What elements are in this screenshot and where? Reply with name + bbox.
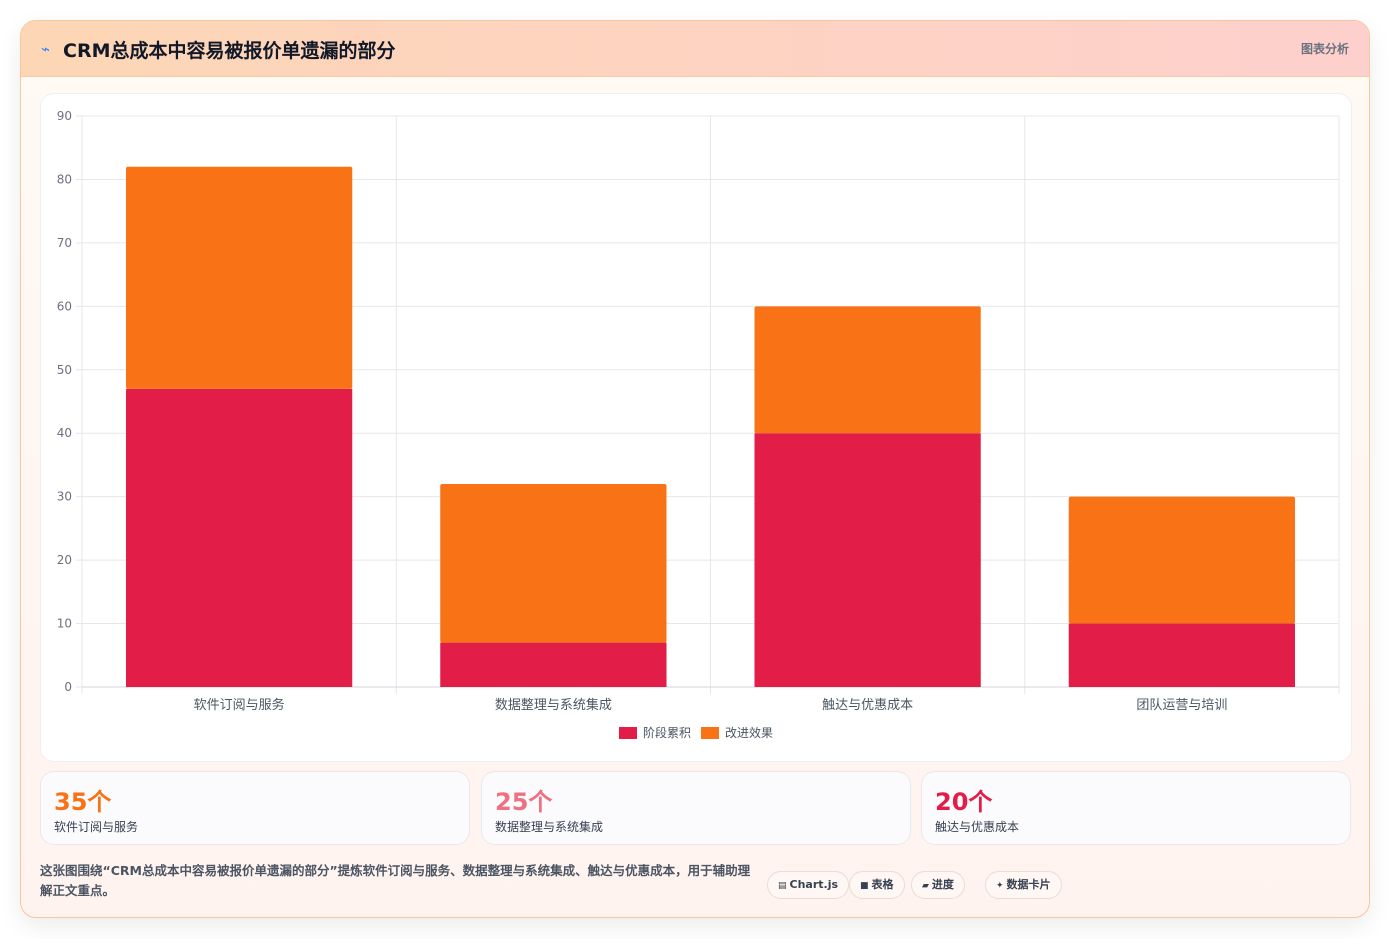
y-tick-label: 50 xyxy=(57,363,72,377)
stat-card: 20个 触达与优惠成本 xyxy=(921,771,1351,845)
chip-label: 表格 xyxy=(871,878,894,891)
x-tick-label: 团队运营与培训 xyxy=(1136,697,1227,713)
legend-swatch xyxy=(701,727,719,739)
chart-panel: 0 10 20 30 40 50 60 70 80 90 软件订阅与服务 数据整理与系统集成 触达与优惠… xyxy=(40,93,1352,762)
bar-segment xyxy=(1068,496,1296,624)
stat-label: 触达与优惠成本 xyxy=(935,820,1020,834)
chart-description: 这张图围绕“CRM总成本中容易被报价单遗漏的部分”提炼软件订阅与服务、数据整理与… xyxy=(40,863,751,898)
legend-label: 改进效果 xyxy=(725,725,773,740)
stat-value: 20个 xyxy=(935,788,993,816)
stat-value: 35个 xyxy=(54,788,112,816)
table-icon: ■ xyxy=(860,881,869,891)
stat-card: 35个 软件订阅与服务 xyxy=(40,771,470,845)
sparkle-icon: ✦ xyxy=(996,881,1004,891)
chip-label: 进度 xyxy=(931,878,954,891)
legend-label: 阶段累积 xyxy=(643,725,691,740)
chip-label: 数据卡片 xyxy=(1006,878,1051,891)
x-tick-label: 软件订阅与服务 xyxy=(194,697,285,713)
y-tick-label: 10 xyxy=(57,617,72,631)
y-tick-label: 40 xyxy=(57,426,72,440)
bar-segment xyxy=(1068,623,1296,687)
y-tick-label: 60 xyxy=(57,299,72,313)
stat-label: 数据整理与系统集成 xyxy=(495,820,604,834)
bar-segment xyxy=(440,483,667,643)
legend-swatch xyxy=(619,727,637,739)
stat-card: 25个 数据整理与系统集成 xyxy=(481,771,911,845)
chip-progress[interactable]: ▰ 进度 xyxy=(911,871,965,899)
y-tick-label: 20 xyxy=(57,553,72,567)
chip-data-card[interactable]: ✦ 数据卡片 xyxy=(985,871,1062,899)
y-tick-label: 90 xyxy=(57,109,72,123)
chip-label: Chart.js xyxy=(789,878,839,891)
bar-segment xyxy=(754,306,981,434)
chip-table[interactable]: ■ 表格 xyxy=(849,871,905,899)
chart-card: ⌁ CRM总成本中容易被报价单遗漏的部分 图表分析 0 10 20 30 40 50 60 7… xyxy=(20,20,1370,918)
stacked-bar-chart: 0 10 20 30 40 50 60 70 80 90 软件订阅与服务 数据整理与系统集成 触达与优惠… xyxy=(57,109,1340,740)
stat-value: 25个 xyxy=(495,788,553,816)
stat-cards: 35个 软件订阅与服务 25个 数据整理与系统集成 20个 触达与优惠成本 xyxy=(40,771,1351,845)
x-tick-label: 数据整理与系统集成 xyxy=(495,697,612,713)
y-tick-label: 30 xyxy=(57,490,72,504)
y-tick-label: 70 xyxy=(57,236,72,250)
card-header: ⌁ CRM总成本中容易被报价单遗漏的部分 图表分析 xyxy=(21,21,1369,77)
bar-segment xyxy=(754,433,981,687)
chart-title: CRM总成本中容易被报价单遗漏的部分 xyxy=(63,40,396,62)
bar-segment xyxy=(125,166,353,389)
x-tick-label: 触达与优惠成本 xyxy=(822,698,913,713)
bar-segment xyxy=(125,388,353,687)
chart-analysis-tag: 图表分析 xyxy=(1300,42,1349,56)
stat-label: 软件订阅与服务 xyxy=(54,820,139,834)
progress-icon: ▰ xyxy=(922,881,929,891)
chart-icon: ▤ xyxy=(778,881,787,891)
chip-chartjs[interactable]: ▤ Chart.js xyxy=(767,871,850,899)
bar-segment xyxy=(440,642,667,687)
y-tick-label: 80 xyxy=(57,172,72,186)
sparkle-icon: ⌁ xyxy=(41,40,51,58)
y-tick-label: 0 xyxy=(64,680,72,694)
